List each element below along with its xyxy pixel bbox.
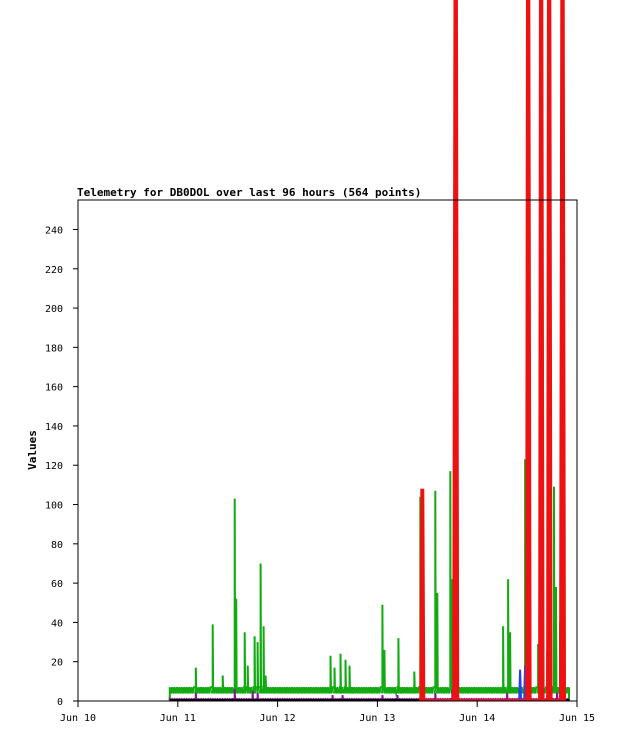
series-green-line: [168, 219, 570, 701]
series-red-line: [419, 0, 566, 701]
chart-title: Telemetry for DB0DOL over last 96 hours …: [77, 186, 421, 199]
x-tick-label: Jun 14: [459, 713, 495, 724]
x-ticks: Jun 10 Jun 11 Jun 12 Jun 13 Jun 14 Jun 15: [60, 701, 595, 724]
y-tick-label: 140: [45, 422, 63, 433]
y-tick-label: 200: [45, 304, 63, 315]
y-tick-label: 0: [57, 697, 63, 708]
y-tick-label: 100: [45, 501, 63, 512]
y-tick-label: 60: [51, 579, 63, 590]
x-tick-label: Jun 12: [260, 713, 296, 724]
y-axis-label: Values: [26, 430, 39, 470]
x-tick-label: Jun 15: [559, 713, 595, 724]
y-tick-label: 160: [45, 383, 63, 394]
y-tick-label: 180: [45, 343, 63, 354]
series-layer: [168, 0, 570, 701]
y-tick-label: 80: [51, 540, 63, 551]
y-tick-label: 220: [45, 265, 63, 276]
x-tick-label: Jun 11: [160, 713, 196, 724]
x-tick-label: Jun 10: [60, 713, 96, 724]
y-tick-label: 40: [51, 618, 63, 629]
series-blue-line: [518, 665, 528, 701]
y-ticks: 0 20 40 60 80 100 120 140 160 180 200 220 240: [45, 225, 78, 708]
y-tick-label: 20: [51, 658, 63, 669]
y-tick-label: 240: [45, 225, 63, 236]
x-tick-label: Jun 13: [359, 713, 395, 724]
plot-frame: [77, 199, 578, 702]
y-tick-label: 120: [45, 461, 63, 472]
